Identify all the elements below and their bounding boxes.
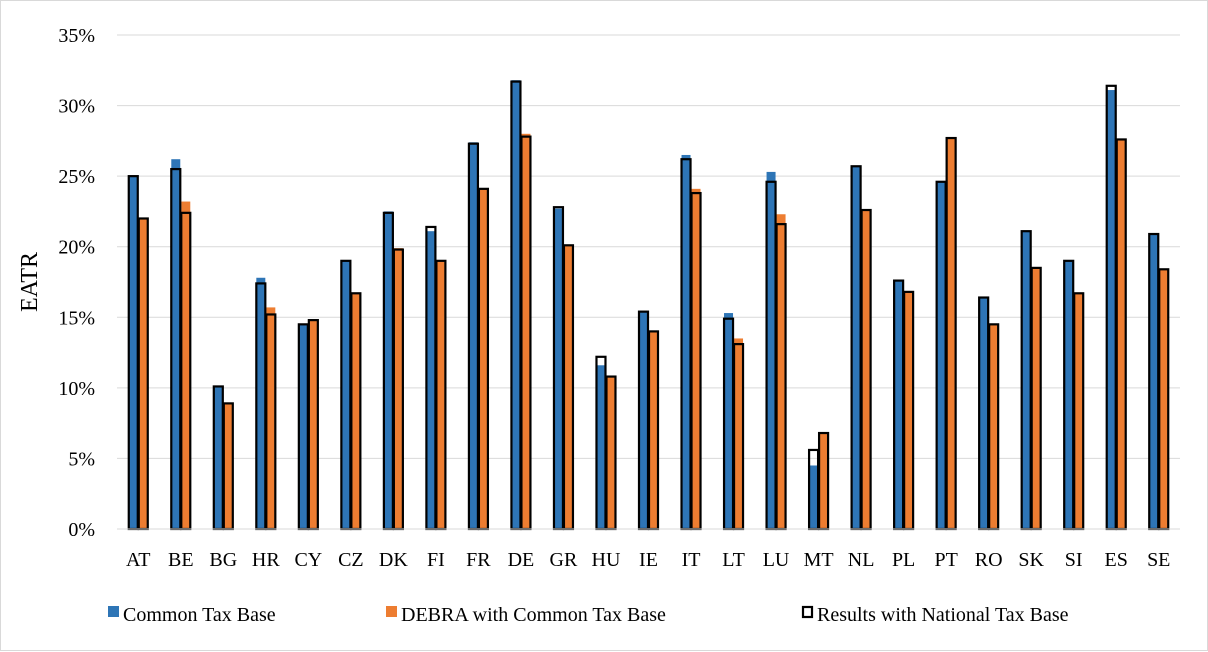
bar-common-tax-base — [596, 365, 606, 529]
bar-debra-common-tax-base — [1159, 269, 1169, 529]
bar-debra-common-tax-base — [691, 188, 701, 530]
bar-common-tax-base — [936, 181, 946, 529]
bars — [127, 80, 1170, 531]
legend: Common Tax Base DEBRA with Common Tax Bas… — [108, 604, 1069, 626]
x-tick-label: CY — [294, 549, 322, 571]
legend-swatch — [108, 606, 119, 617]
bar-debra-common-tax-base — [436, 260, 446, 529]
x-tick-label: SE — [1147, 549, 1170, 571]
x-tick-label: IT — [682, 549, 701, 571]
bar-debra-common-tax-base — [351, 293, 361, 529]
x-tick-label: MT — [804, 549, 834, 571]
bar-common-tax-base — [468, 142, 478, 530]
y-tick-label: 25% — [58, 166, 95, 188]
x-tick-label: LU — [763, 549, 790, 571]
bar-common-tax-base — [851, 166, 861, 529]
bar-common-tax-base — [766, 171, 776, 529]
x-tick-label: ES — [1105, 549, 1128, 571]
x-tick-label: BG — [209, 549, 237, 571]
bar-debra-common-tax-base — [478, 188, 488, 530]
x-tick-label: GR — [550, 549, 578, 571]
x-tick-label: FI — [427, 549, 445, 571]
x-tick-label: SK — [1018, 549, 1044, 571]
bar-debra-common-tax-base — [946, 138, 956, 529]
bar-debra-common-tax-base — [563, 245, 573, 529]
bar-common-tax-base — [724, 313, 734, 529]
x-tick-label: NL — [848, 549, 875, 571]
bar-debra-common-tax-base — [138, 218, 148, 529]
x-tick-label: HU — [592, 549, 621, 571]
bar-common-tax-base — [171, 159, 181, 529]
bar-common-tax-base — [1149, 234, 1159, 530]
bar-debra-common-tax-base — [1031, 267, 1041, 529]
bar-debra-common-tax-base — [393, 248, 403, 529]
y-tick-label: 20% — [58, 237, 95, 259]
x-tick-label: PL — [892, 549, 915, 571]
bar-common-tax-base — [128, 176, 138, 529]
legend-swatch — [801, 605, 814, 619]
x-tick-label: DE — [508, 549, 535, 571]
x-tick-label: HR — [252, 549, 280, 571]
bar-common-tax-base — [256, 277, 266, 529]
bar-debra-common-tax-base — [1116, 139, 1126, 529]
x-tick-label: DK — [379, 549, 408, 571]
x-tick-label: PT — [934, 549, 957, 571]
y-tick-label: 15% — [58, 307, 95, 329]
x-tick-label: LT — [722, 549, 745, 571]
bar-common-tax-base — [553, 208, 563, 529]
bar-debra-common-tax-base — [181, 201, 191, 529]
bar-common-tax-base — [1106, 90, 1116, 529]
bar-common-tax-base — [681, 154, 691, 529]
y-axis-title: EATR — [17, 252, 43, 312]
legend-label: Results with National Tax Base — [817, 604, 1069, 626]
bar-common-tax-base — [809, 465, 819, 529]
y-tick-label: 35% — [58, 25, 95, 47]
bar-debra-common-tax-base — [223, 403, 233, 529]
bar-debra-common-tax-base — [266, 307, 276, 529]
x-tick-label: BE — [168, 549, 194, 571]
bar-common-tax-base — [1064, 260, 1074, 529]
bar-common-tax-base — [383, 211, 393, 529]
bar-debra-common-tax-base — [776, 214, 786, 529]
y-tick-label: 30% — [58, 96, 95, 118]
x-tick-label: FR — [466, 549, 491, 571]
bar-debra-common-tax-base — [308, 320, 318, 529]
bar-common-tax-base — [979, 297, 989, 529]
bar-debra-common-tax-base — [521, 133, 531, 530]
y-tick-label: 0% — [68, 519, 95, 541]
bar-debra-common-tax-base — [606, 376, 616, 529]
x-tick-label: SI — [1065, 549, 1083, 571]
y-axis-ticks: 0% 5% 10% 15% 20% 25% 30% 35% — [58, 25, 95, 541]
y-tick-label: 5% — [68, 448, 95, 470]
bar-common-tax-base — [213, 386, 223, 529]
legend-swatch — [386, 606, 397, 617]
bar-common-tax-base — [894, 280, 904, 529]
bar-common-tax-base — [1021, 231, 1031, 529]
bar-common-tax-base — [341, 260, 351, 529]
bar-debra-common-tax-base — [904, 291, 914, 529]
legend-label: DEBRA with Common Tax Base — [401, 604, 666, 626]
bar-common-tax-base — [639, 311, 648, 529]
bar-common-tax-base — [298, 324, 308, 529]
x-tick-label: IE — [639, 549, 658, 571]
bar-common-tax-base — [426, 231, 436, 529]
bar-debra-common-tax-base — [734, 338, 744, 529]
bar-debra-common-tax-base — [861, 210, 871, 529]
x-axis-ticks: AT BE BG HR CY CZ DK FI FR DE GR HU IE IT LT LU MT NL PL PT… — [126, 549, 1170, 571]
x-tick-label: CZ — [338, 549, 364, 571]
bar-common-tax-base — [511, 80, 521, 529]
legend-label: Common Tax Base — [123, 604, 276, 626]
bar-debra-common-tax-base — [1074, 293, 1084, 529]
bar-debra-common-tax-base — [819, 433, 829, 529]
bar-debra-common-tax-base — [989, 324, 999, 529]
bar-debra-common-tax-base — [649, 331, 658, 529]
y-tick-label: 10% — [58, 378, 95, 400]
x-tick-label: RO — [975, 549, 1003, 571]
x-tick-label: AT — [126, 549, 150, 571]
